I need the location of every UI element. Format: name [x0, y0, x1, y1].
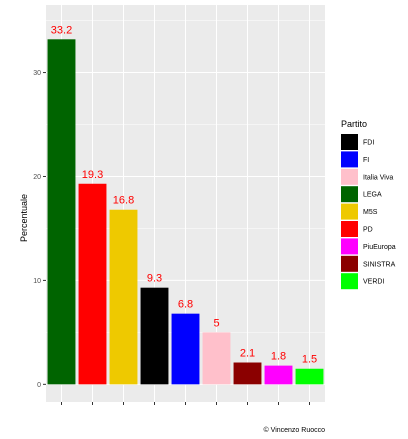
- data-label: 6.8: [178, 299, 193, 311]
- legend-key: [341, 238, 358, 255]
- bar-fdi: [140, 287, 169, 385]
- legend: Partito FDI FI Italia Viva LEGA M5S PD PiuEuro…: [341, 119, 396, 290]
- legend-label: Italia Viva: [363, 174, 393, 181]
- legend-key: [341, 255, 358, 272]
- y-tick-label: 0: [37, 382, 41, 389]
- data-labels: 33.2 19.3 16.8 9.3 6.8 5 2.1 1.8 1.5: [51, 24, 317, 365]
- y-axis-title: Percentuale: [19, 194, 29, 242]
- caption: © Vincenzo Ruocco: [264, 426, 326, 434]
- bar-verdi: [295, 368, 324, 385]
- legend-label: VERDI: [363, 279, 384, 286]
- data-label: 9.3: [147, 273, 162, 285]
- data-label: 16.8: [113, 195, 134, 207]
- data-label: 19.3: [82, 169, 103, 181]
- bar-sinistra: [233, 362, 262, 385]
- data-label: 5: [213, 317, 219, 329]
- data-label: 33.2: [51, 24, 72, 36]
- legend-label: SINISTRA: [363, 261, 396, 268]
- bar-m5s: [109, 209, 138, 385]
- legend-label: FI: [363, 157, 369, 164]
- data-label: 1.8: [271, 351, 286, 363]
- bar-fi: [171, 313, 200, 385]
- legend-key: [341, 273, 358, 290]
- bars: [47, 39, 324, 385]
- data-label: 2.1: [240, 348, 255, 360]
- bar-piueuropa: [264, 365, 293, 385]
- x-axis: [61, 402, 310, 405]
- legend-key: [341, 151, 358, 168]
- legend-label: M5S: [363, 209, 378, 216]
- legend-key: [341, 203, 358, 220]
- legend-items: FDI FI Italia Viva LEGA M5S PD PiuEuropa SINIST…: [341, 134, 396, 290]
- legend-title: Partito: [341, 119, 367, 129]
- bar-lega: [47, 39, 76, 385]
- y-tick-label: 30: [33, 70, 41, 77]
- legend-label: LEGA: [363, 192, 382, 199]
- y-axis: 0 10 20 30: [33, 70, 46, 389]
- legend-key: [341, 221, 358, 237]
- legend-key: [341, 186, 358, 203]
- legend-key: [341, 168, 358, 185]
- legend-label: FDI: [363, 140, 374, 147]
- legend-label: PiuEuropa: [363, 244, 396, 251]
- bar-italia-viva: [202, 332, 231, 385]
- legend-label: PD: [363, 227, 373, 234]
- data-label: 1.5: [302, 354, 317, 366]
- legend-key: [341, 134, 358, 150]
- y-tick-label: 20: [33, 174, 41, 181]
- y-tick-label: 10: [33, 278, 41, 285]
- bar-pd: [78, 183, 107, 385]
